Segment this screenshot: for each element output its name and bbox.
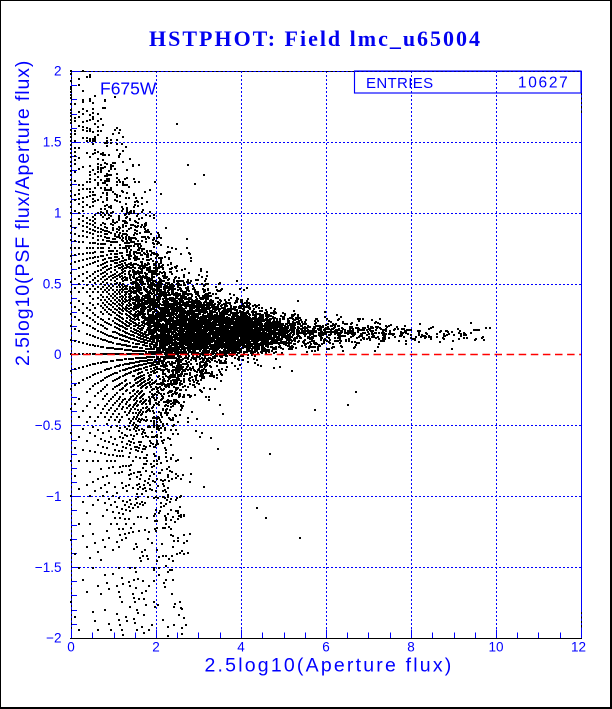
svg-text:2.5log10(PSF flux/Aperture flu: 2.5log10(PSF flux/Aperture flux) <box>12 60 34 366</box>
svg-text:−1: −1 <box>46 489 61 504</box>
svg-text:2.5log10(Aperture flux): 2.5log10(Aperture flux) <box>205 655 454 677</box>
svg-text:4: 4 <box>237 640 245 655</box>
svg-text:8: 8 <box>407 640 415 655</box>
svg-text:10: 10 <box>488 640 503 655</box>
svg-text:2: 2 <box>152 640 160 655</box>
svg-text:2: 2 <box>54 64 62 79</box>
svg-text:6: 6 <box>322 640 330 655</box>
svg-text:0.5: 0.5 <box>43 276 62 291</box>
svg-text:1.5: 1.5 <box>43 135 62 150</box>
svg-text:0: 0 <box>54 347 62 362</box>
svg-text:HSTPHOT: Field lmc_u65004: HSTPHOT: Field lmc_u65004 <box>149 26 480 51</box>
svg-text:12: 12 <box>571 640 586 655</box>
svg-text:10627: 10627 <box>518 75 570 92</box>
svg-text:F675W: F675W <box>100 79 157 99</box>
svg-text:−1.5: −1.5 <box>35 560 62 575</box>
svg-text:ENTRIES: ENTRIES <box>366 75 433 92</box>
svg-text:0: 0 <box>67 640 75 655</box>
svg-text:1: 1 <box>54 205 62 220</box>
svg-text:−0.5: −0.5 <box>35 418 62 433</box>
svg-text:−2: −2 <box>46 631 61 646</box>
